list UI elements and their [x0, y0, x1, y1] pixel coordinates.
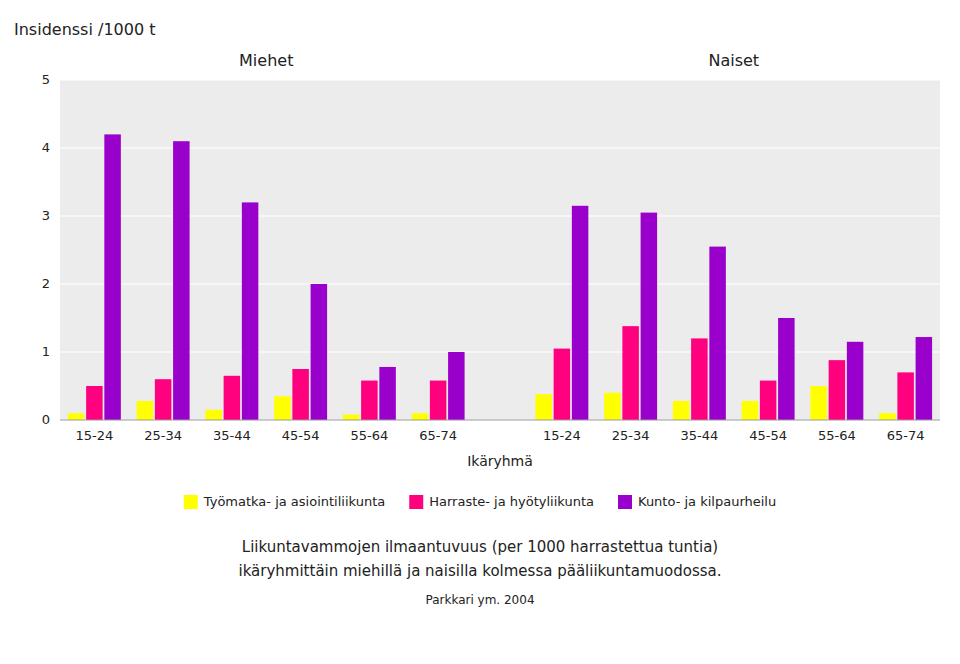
y-tick-label: 4 — [42, 140, 50, 155]
legend: Työmatka- ja asiointiliikunta Harraste- j… — [184, 494, 776, 510]
plot-background — [60, 80, 940, 420]
bar — [343, 415, 360, 420]
x-tick-label: 45-54 — [749, 428, 787, 443]
bar — [311, 284, 328, 420]
bar — [292, 369, 309, 420]
y-tick-label: 1 — [42, 344, 50, 359]
bar — [673, 401, 690, 420]
y-tick-label: 3 — [42, 208, 50, 223]
x-tick-label: 35-44 — [680, 428, 718, 443]
bars — [68, 134, 932, 420]
bar — [361, 381, 378, 420]
chart: Insidenssi /1000 t 0 1 2 3 4 5 Miehet Naiset 15-2… — [0, 0, 960, 664]
bar — [535, 394, 552, 420]
y-tick-label: 5 — [42, 72, 50, 87]
bar — [897, 372, 914, 420]
bar — [778, 318, 795, 420]
legend-label: Työmatka- ja asiointiliikunta — [203, 494, 385, 509]
bar — [604, 393, 621, 420]
legend-item: Työmatka- ja asiointiliikunta — [184, 494, 385, 510]
x-tick-label: 55-64 — [350, 428, 388, 443]
grid-line — [60, 215, 940, 216]
bar — [916, 337, 933, 420]
grid-line — [60, 147, 940, 148]
bar — [68, 413, 85, 420]
bar — [691, 338, 708, 420]
legend-label: Harraste- ja hyötyliikunta — [429, 494, 594, 509]
bar — [879, 413, 896, 420]
caption: ikäryhmittäin miehillä ja naisilla kolme… — [239, 562, 722, 580]
grid-line — [60, 351, 940, 352]
bar — [242, 202, 259, 420]
x-axis-label: Ikäryhmä — [467, 453, 533, 469]
bar — [448, 352, 465, 420]
caption: Parkkari ym. 2004 — [425, 593, 534, 607]
bar — [641, 213, 658, 420]
section-label: Naiset — [708, 51, 759, 70]
bar — [742, 401, 759, 420]
bar — [810, 386, 827, 420]
bar — [572, 206, 589, 420]
legend-swatch — [618, 495, 632, 509]
bar — [412, 413, 429, 420]
legend-swatch — [409, 495, 423, 509]
x-tick-label: 25-34 — [612, 428, 650, 443]
bar — [173, 141, 190, 420]
grid-line — [60, 79, 940, 80]
x-tick-label: 65-74 — [887, 428, 925, 443]
caption: Liikuntavammojen ilmaantuvuus (per 1000 … — [242, 538, 718, 556]
y-tick-label: 2 — [42, 276, 50, 291]
bar — [760, 381, 777, 420]
grid-line — [60, 283, 940, 284]
bar — [379, 367, 396, 420]
bar — [709, 247, 726, 420]
x-axis-line — [60, 420, 940, 421]
x-tick-label: 45-54 — [282, 428, 320, 443]
x-tick-label: 55-64 — [818, 428, 856, 443]
bar — [205, 410, 222, 420]
grid-line — [60, 419, 940, 420]
legend-label: Kunto- ja kilpaurheilu — [638, 494, 776, 509]
x-tick-label: 15-24 — [75, 428, 113, 443]
bar — [622, 326, 639, 420]
section-label: Miehet — [239, 51, 293, 70]
bar — [554, 349, 571, 420]
y-axis-label: Insidenssi /1000 t — [14, 20, 155, 39]
bar — [155, 379, 172, 420]
legend-swatch — [184, 495, 198, 509]
bar — [847, 342, 864, 420]
x-tick-label: 35-44 — [213, 428, 251, 443]
legend-item: Harraste- ja hyötyliikunta — [409, 494, 594, 510]
bar — [430, 381, 447, 420]
bar — [224, 376, 241, 420]
bar — [104, 134, 121, 420]
bar — [274, 396, 291, 420]
x-tick-label: 65-74 — [419, 428, 457, 443]
x-tick-label: 15-24 — [543, 428, 581, 443]
legend-item: Kunto- ja kilpaurheilu — [618, 494, 776, 510]
y-tick-label: 0 — [42, 412, 50, 427]
bar — [86, 386, 103, 420]
x-tick-label: 25-34 — [144, 428, 182, 443]
bar — [137, 401, 154, 420]
bar — [829, 360, 846, 420]
